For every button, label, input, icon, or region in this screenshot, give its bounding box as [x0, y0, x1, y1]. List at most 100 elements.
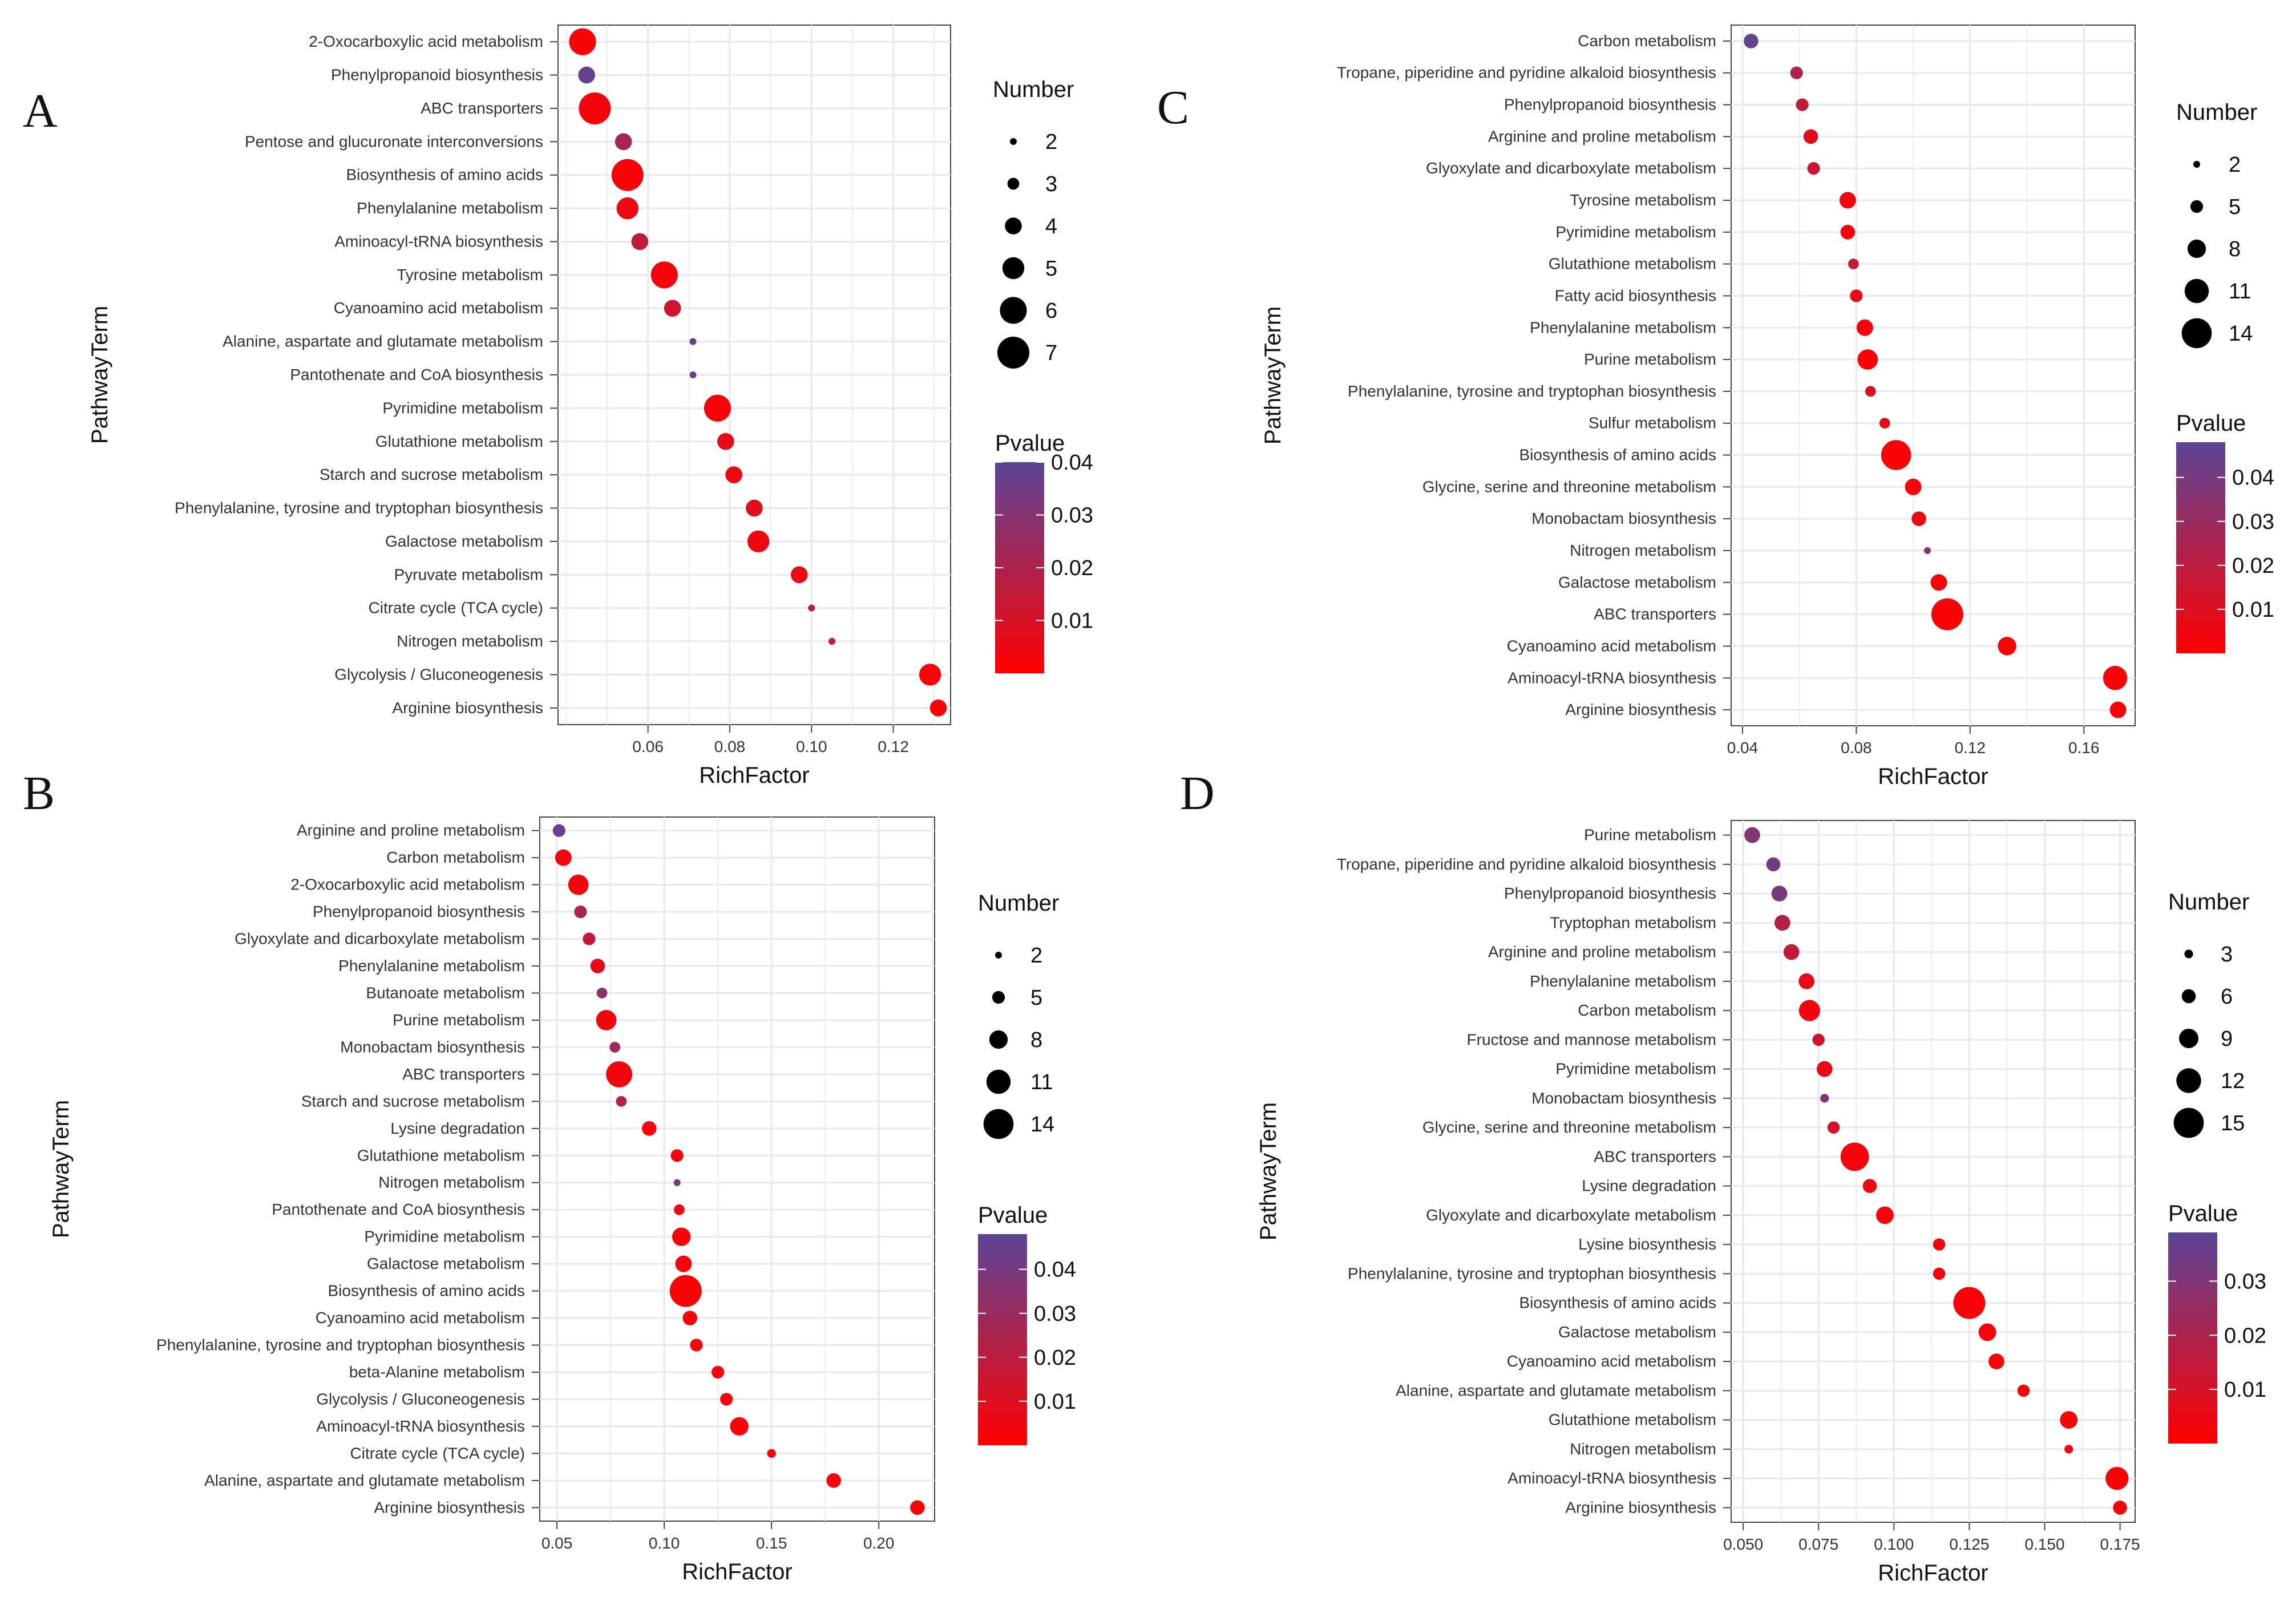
- size-legend-circle: [983, 1109, 1014, 1139]
- category-label: Tropane, piperidine and pyridine alkaloi…: [1337, 64, 1716, 82]
- category-label: Glutathione metabolism: [1549, 1411, 1716, 1429]
- size-legend-circle: [1007, 177, 1020, 190]
- x-tick-label: 0.125: [1949, 1535, 1989, 1553]
- colorbar-label: 0.01: [1034, 1390, 1076, 1414]
- point-aminoacyl-trna-biosynthesis: [730, 1417, 749, 1436]
- point-starch-and-sucrose-metabolism: [725, 466, 742, 483]
- category-label: Carbon metabolism: [386, 848, 525, 866]
- category-label: Nitrogen metabolism: [378, 1174, 525, 1191]
- size-legend-label: 5: [1045, 257, 1057, 281]
- category-label: ABC transporters: [1594, 1147, 1716, 1165]
- category-label: Aminoacyl-tRNA biosynthesis: [1507, 669, 1716, 686]
- color-legend: 0.01 0.02 0.03 0.04: [995, 451, 1093, 673]
- category-label: Pyrimidine metabolism: [382, 399, 543, 417]
- size-legend-label: 2: [2229, 153, 2241, 177]
- category-label: Phenylalanine metabolism: [1530, 972, 1716, 990]
- size-legend: 2 3 4 5 6 7: [997, 130, 1057, 369]
- point-phenylalanine-metabolism: [616, 197, 639, 220]
- x-tick-label: 0.12: [1955, 739, 1986, 757]
- point-arginine-biosynthesis: [910, 1500, 925, 1515]
- panel-letter-d: D: [1180, 767, 1215, 820]
- size-legend-label: 14: [1030, 1113, 1054, 1137]
- x-axis-title: RichFactor: [682, 1559, 792, 1584]
- point-biosynthesis-of-amino-acids: [611, 159, 644, 191]
- size-legend-circle: [2181, 318, 2212, 349]
- size-legend-title: Number: [2176, 100, 2257, 125]
- size-legend-circle: [2187, 239, 2206, 258]
- x-tick-label: 0.20: [863, 1534, 895, 1552]
- size-legend-circle: [2190, 200, 2204, 213]
- x-tick-label: 0.175: [2100, 1535, 2140, 1553]
- size-legend: 3 6 9 12 15: [2173, 943, 2245, 1138]
- point-cyanoamino-acid-metabolism: [1998, 637, 2016, 656]
- point-glutathione-metabolism: [717, 432, 734, 450]
- size-legend-label: 6: [2221, 985, 2233, 1009]
- category-label: Biosynthesis of amino acids: [346, 166, 543, 184]
- point-glycolysis-gluconeogenesis: [720, 1393, 733, 1406]
- size-legend-circle: [2181, 989, 2196, 1004]
- category-label: ABC transporters: [1594, 605, 1716, 623]
- point-pyrimidine-metabolism: [672, 1227, 691, 1246]
- category-label: Galactose metabolism: [1558, 1323, 1716, 1341]
- category-label: Phenylalanine, tyrosine and tryptophan b…: [175, 499, 543, 517]
- size-legend: 2 5 8 11 14: [2181, 153, 2253, 349]
- point-biosynthesis-of-amino-acids: [669, 1275, 702, 1307]
- y-axis-title: PathwayTerm: [1256, 1102, 1281, 1240]
- points: [1744, 34, 2128, 718]
- colorbar-label: 0.04: [1034, 1258, 1076, 1282]
- category-label: Monobactam biosynthesis: [340, 1038, 525, 1056]
- x-tick-label: 0.10: [649, 1534, 680, 1552]
- category-label: Alanine, aspartate and glutamate metabol…: [204, 1471, 525, 1489]
- category-label: Phenylpropanoid biosynthesis: [1504, 96, 1716, 114]
- x-ticks: 0.05 0.10 0.15 0.20: [541, 1521, 895, 1552]
- category-label: Pantothenate and CoA biosynthesis: [272, 1200, 525, 1218]
- point-galactose-metabolism: [1930, 574, 1947, 591]
- point-glutathione-metabolism: [1848, 258, 1859, 270]
- category-label: Purine metabolism: [393, 1011, 525, 1029]
- point-aminoacyl-trna-biosynthesis: [2105, 1466, 2129, 1490]
- category-label: Glutathione metabolism: [1549, 255, 1716, 273]
- size-legend-circle: [989, 1030, 1008, 1049]
- category-label: Starch and sucrose metabolism: [301, 1092, 525, 1110]
- size-legend-title: Number: [2168, 890, 2249, 915]
- point-glyoxylate-and-dicarboxylate-metabolism: [1876, 1206, 1894, 1224]
- category-label: Fatty acid biosynthesis: [1555, 286, 1716, 304]
- point-galactose-metabolism: [1978, 1323, 1996, 1341]
- category-label: Pentose and glucuronate interconversions: [245, 132, 543, 150]
- point-pantothenate-and-coa-biosynthesis: [674, 1204, 685, 1215]
- colorbar-label: 0.02: [2232, 554, 2274, 578]
- category-label: Biosynthesis of amino acids: [328, 1282, 525, 1300]
- point-phenylpropanoid-biosynthesis: [578, 66, 595, 84]
- pvalue-colorbar: [2176, 442, 2225, 653]
- point-citrate-cycle-tca-cycle: [808, 604, 815, 612]
- point-glutathione-metabolism: [2060, 1411, 2078, 1429]
- point-phenylalanine-tyrosine-and-tryptophan-biosynthesis: [1933, 1267, 1946, 1280]
- category-label: Pyrimidine metabolism: [364, 1228, 525, 1246]
- point-fructose-and-mannose-metabolism: [1812, 1033, 1825, 1046]
- size-legend-label: 5: [2229, 195, 2241, 219]
- point-cyanoamino-acid-metabolism: [1988, 1353, 2004, 1369]
- point-aminoacyl-trna-biosynthesis: [631, 233, 649, 250]
- size-legend-circle: [2193, 161, 2200, 168]
- size-legend-circle: [995, 952, 1002, 959]
- category-label: Phenylpropanoid biosynthesis: [331, 66, 543, 84]
- category-label: Glycine, serine and threonine metabolism: [1422, 1118, 1716, 1136]
- point-phenylpropanoid-biosynthesis: [574, 905, 587, 919]
- point-arginine-biosynthesis: [929, 700, 947, 717]
- category-label: 2-Oxocarboxylic acid metabolism: [290, 876, 525, 894]
- point-arginine-and-proline-metabolism: [1803, 129, 1818, 144]
- point-abc-transporters: [1840, 1142, 1869, 1171]
- color-legend-title: Pvalue: [995, 431, 1065, 456]
- point-phenylpropanoid-biosynthesis: [1796, 98, 1809, 111]
- category-label: Aminoacyl-tRNA biosynthesis: [334, 232, 543, 250]
- size-legend-label: 8: [2229, 237, 2241, 261]
- size-legend: 2 5 8 11 14: [983, 944, 1054, 1139]
- category-label: Glyoxylate and dicarboxylate metabolism: [1426, 1206, 1716, 1224]
- category-labels: Purine metabolism Tropane, piperidine and…: [1337, 826, 1731, 1516]
- category-label: Aminoacyl-tRNA biosynthesis: [1507, 1469, 1716, 1487]
- category-label: Alanine, aspartate and glutamate metabol…: [1396, 1381, 1716, 1399]
- size-legend-label: 15: [2221, 1111, 2245, 1135]
- category-label: Monobactam biosynthesis: [1531, 1089, 1716, 1107]
- point-phenylalanine-tyrosine-and-tryptophan-biosynthesis: [690, 1339, 703, 1352]
- category-label: Monobactam biosynthesis: [1531, 510, 1716, 527]
